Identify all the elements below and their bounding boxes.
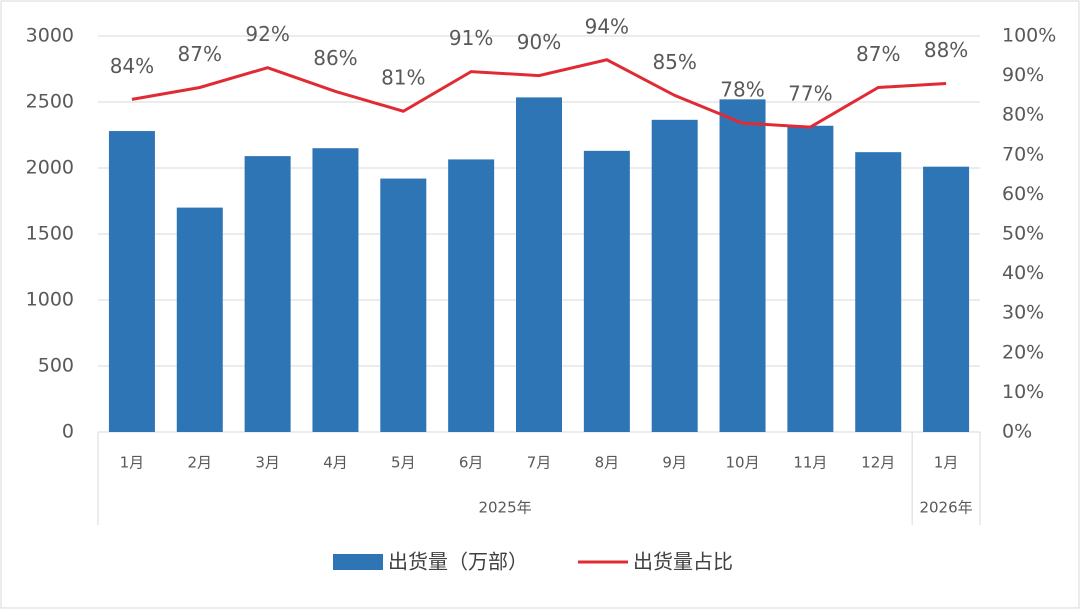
data-label: 78%: [720, 78, 764, 102]
bar: [176, 207, 223, 432]
x-tick-label: 3月: [255, 454, 280, 472]
bar: [108, 131, 155, 433]
bar: [719, 99, 766, 433]
data-label: 88%: [924, 38, 968, 62]
y-tick-label: 1500: [26, 223, 74, 245]
bar: [855, 152, 902, 432]
x-tick-label: 12月: [861, 454, 895, 472]
y2-tick-label: 70%: [1002, 143, 1044, 165]
x-tick-label: 10月: [725, 454, 759, 472]
bar: [923, 166, 970, 432]
data-label: 81%: [381, 66, 425, 90]
y2-tick-label: 50%: [1002, 223, 1044, 245]
bar: [583, 150, 630, 432]
x-tick-label: 7月: [527, 454, 552, 472]
y-tick-label: 1000: [26, 289, 74, 311]
y2-tick-label: 60%: [1002, 183, 1044, 205]
group-label: 2026年: [919, 499, 972, 517]
x-tick-label: 1月: [120, 454, 145, 472]
x-tick-label: 4月: [323, 454, 348, 472]
y-tick-label: 0: [62, 421, 74, 443]
legend-label: 出货量（万部）: [388, 550, 528, 574]
data-label: 85%: [652, 50, 696, 74]
x-tick-label: 11月: [793, 454, 827, 472]
bar: [651, 119, 698, 432]
bar: [380, 178, 427, 432]
bar: [448, 159, 495, 433]
y-tick-label: 2500: [26, 91, 74, 113]
x-tick-label: 1月: [934, 454, 959, 472]
x-tick-label: 5月: [391, 454, 416, 472]
data-label: 84%: [110, 54, 154, 78]
y2-tick-label: 30%: [1002, 302, 1044, 324]
data-label: 77%: [788, 82, 832, 106]
data-label: 92%: [245, 22, 289, 46]
data-label: 90%: [517, 30, 561, 54]
y-tick-label: 2000: [26, 157, 74, 179]
data-label: 87%: [178, 42, 222, 66]
y-tick-label: 3000: [26, 25, 74, 47]
data-label: 94%: [585, 14, 629, 38]
data-label: 87%: [856, 42, 900, 66]
bar: [312, 148, 359, 432]
group-label: 2025年: [478, 499, 531, 517]
y2-tick-label: 100%: [1002, 25, 1056, 47]
y2-tick-label: 80%: [1002, 104, 1044, 126]
bar: [244, 156, 291, 432]
y2-tick-label: 10%: [1002, 381, 1044, 403]
y2-tick-label: 40%: [1002, 262, 1044, 284]
data-label: 86%: [313, 46, 357, 70]
data-label: 91%: [449, 26, 493, 50]
legend-label: 出货量占比: [633, 550, 733, 574]
x-tick-label: 2月: [187, 454, 212, 472]
y2-tick-label: 0%: [1002, 421, 1032, 443]
bar: [516, 97, 562, 432]
legend-swatch: [333, 554, 383, 570]
y2-tick-label: 20%: [1002, 341, 1044, 363]
bar: [787, 125, 834, 432]
y-tick-label: 500: [38, 355, 74, 377]
x-tick-label: 6月: [459, 454, 484, 472]
x-tick-label: 8月: [595, 454, 620, 472]
x-tick-label: 9月: [662, 454, 687, 472]
line-series: [131, 58, 947, 129]
y2-tick-label: 90%: [1002, 64, 1044, 86]
